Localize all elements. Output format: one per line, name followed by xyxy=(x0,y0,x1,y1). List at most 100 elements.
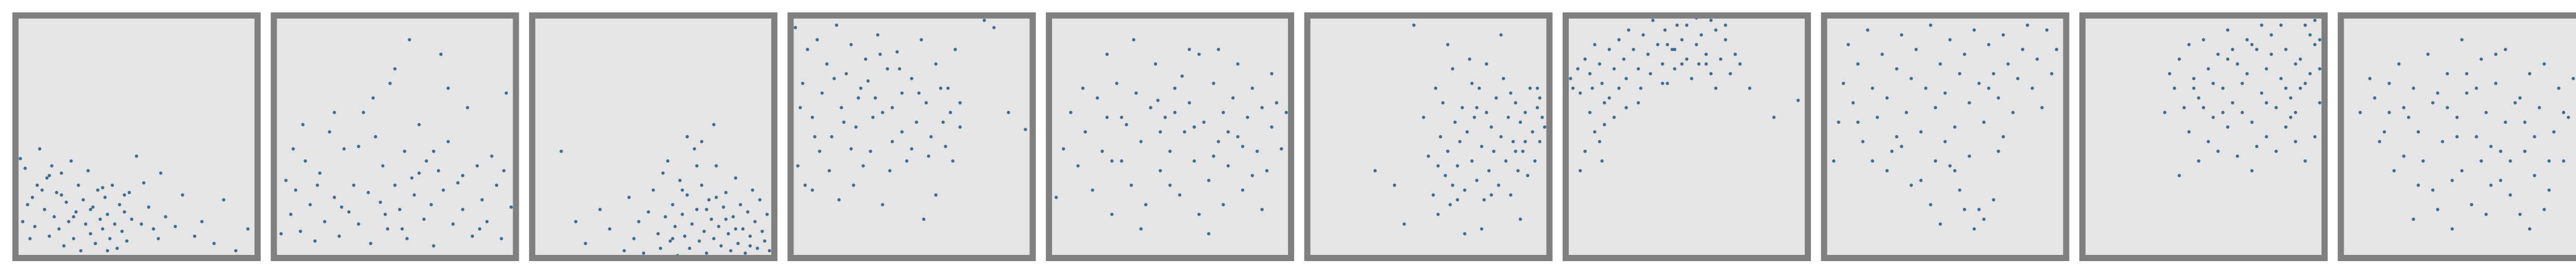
data-point xyxy=(1724,23,1727,27)
data-point xyxy=(2250,120,2254,124)
data-point xyxy=(47,234,52,238)
data-point xyxy=(1470,159,1474,163)
data-point xyxy=(2465,72,2469,75)
panel-background xyxy=(274,15,516,258)
data-point xyxy=(934,62,938,66)
data-point xyxy=(2402,154,2405,158)
data-point xyxy=(117,203,122,206)
data-point xyxy=(1494,96,1498,100)
data-point xyxy=(856,96,860,100)
data-point xyxy=(2484,110,2488,115)
data-point xyxy=(1132,38,1136,42)
data-point xyxy=(2040,106,2044,109)
panel-background xyxy=(15,15,258,258)
data-point xyxy=(755,247,759,250)
data-point xyxy=(1748,86,1752,90)
data-point xyxy=(1590,86,1594,90)
data-point xyxy=(303,159,307,163)
data-point xyxy=(1069,110,1073,115)
data-point xyxy=(2523,120,2527,124)
data-point xyxy=(193,234,196,238)
data-point xyxy=(108,237,112,240)
data-point xyxy=(948,110,952,115)
data-point xyxy=(1427,154,1430,158)
data-point xyxy=(888,169,892,172)
data-point xyxy=(1841,82,1845,85)
data-point xyxy=(1207,179,1211,182)
data-point xyxy=(2494,82,2498,85)
data-point xyxy=(2382,130,2386,134)
data-point xyxy=(1472,116,1476,119)
scatter-panel-2 xyxy=(270,12,519,261)
data-point xyxy=(315,183,319,187)
data-point xyxy=(2562,110,2566,115)
data-point xyxy=(1412,23,1416,27)
data-point xyxy=(1972,28,1976,32)
data-point xyxy=(2168,72,2172,75)
data-point xyxy=(432,150,435,153)
data-point xyxy=(1656,43,1659,46)
data-point xyxy=(637,220,641,223)
data-point xyxy=(1207,232,1211,236)
data-point xyxy=(64,200,68,204)
data-point xyxy=(2187,43,2191,46)
data-point xyxy=(741,227,745,231)
data-point xyxy=(1880,53,1884,56)
data-point xyxy=(1468,57,1471,61)
data-point xyxy=(1260,106,1264,109)
data-point xyxy=(1100,150,1104,153)
data-point xyxy=(2518,96,2522,100)
data-point xyxy=(2260,23,2263,27)
panel-border xyxy=(12,12,261,261)
data-point xyxy=(1996,150,2001,153)
data-point xyxy=(1455,198,1460,202)
data-point xyxy=(476,164,479,168)
data-point xyxy=(2567,116,2570,119)
data-point xyxy=(21,220,25,223)
data-point xyxy=(1463,232,1467,236)
data-point xyxy=(1871,86,1874,90)
data-point xyxy=(509,205,513,209)
data-point xyxy=(2475,135,2478,139)
data-point xyxy=(1900,33,1904,37)
data-point xyxy=(1861,140,1865,143)
scatter-panel-9 xyxy=(2079,12,2328,261)
data-point xyxy=(1485,62,1488,66)
data-point xyxy=(700,140,704,143)
data-point xyxy=(1649,72,1652,75)
data-point xyxy=(77,183,80,187)
data-point xyxy=(2446,106,2449,109)
data-point xyxy=(2201,106,2206,109)
data-point xyxy=(1270,72,1274,75)
data-point xyxy=(2279,23,2283,27)
data-point xyxy=(685,193,689,197)
data-point xyxy=(101,186,105,189)
data-point xyxy=(1518,120,1522,124)
data-point xyxy=(939,86,943,90)
data-point xyxy=(1646,53,1650,56)
data-point xyxy=(504,91,508,95)
panel-background xyxy=(1307,15,1550,258)
data-point xyxy=(734,176,738,180)
data-point xyxy=(1436,164,1440,168)
data-point xyxy=(60,171,63,175)
data-point xyxy=(1958,72,1961,75)
data-point xyxy=(2274,150,2278,153)
data-point xyxy=(1163,116,1167,119)
data-point xyxy=(436,169,440,172)
data-point xyxy=(1518,217,1522,221)
data-point xyxy=(1504,159,1508,163)
data-point xyxy=(2436,91,2439,95)
data-point xyxy=(992,26,996,29)
data-point xyxy=(917,91,921,95)
data-point xyxy=(340,205,344,209)
data-point xyxy=(301,123,305,126)
data-point xyxy=(47,174,52,178)
data-point xyxy=(1156,99,1160,102)
data-point xyxy=(2416,183,2420,187)
data-point xyxy=(159,171,163,175)
data-point xyxy=(1660,62,1665,66)
data-point xyxy=(1598,140,1601,143)
data-point xyxy=(2289,116,2293,119)
data-point xyxy=(2303,23,2307,27)
